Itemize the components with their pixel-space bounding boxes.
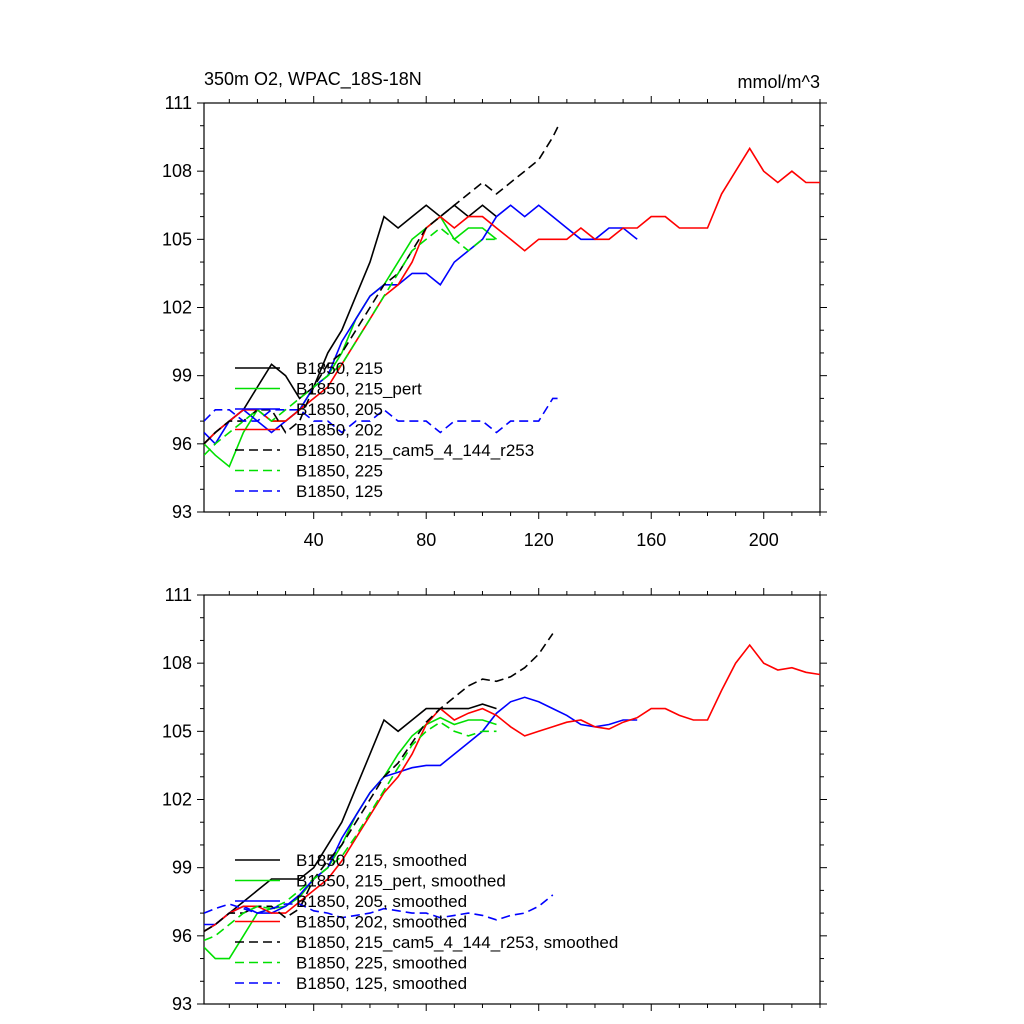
legend-label: B1850, 215_cam5_4_144_r253, smoothed xyxy=(296,933,618,952)
legend-label: B1850, 205 xyxy=(296,400,383,419)
legend-label: B1850, 225, smoothed xyxy=(296,954,467,973)
y-tick-label: 108 xyxy=(162,653,192,673)
y-tick-label: 99 xyxy=(172,366,192,386)
y-tick-label: 102 xyxy=(162,790,192,810)
y-tick-label: 96 xyxy=(172,434,192,454)
legend-label: B1850, 215_pert xyxy=(296,380,422,399)
x-tick-label: 200 xyxy=(749,530,779,550)
x-tick-label: 80 xyxy=(416,530,436,550)
bottom-panel: 93 96 99 102 105 108 111 B1850, 215, smoothed B1… xyxy=(162,585,827,1014)
legend-label: B1850, 202 xyxy=(296,421,383,440)
legend-label: B1850, 215_cam5_4_144_r253 xyxy=(296,441,534,460)
series-line-5 xyxy=(204,226,497,456)
y-tick-label: 93 xyxy=(172,994,192,1014)
y-tick-label: 99 xyxy=(172,858,192,878)
legend-label: B1850, 125 xyxy=(296,482,383,501)
series-line-1 xyxy=(204,215,498,468)
x-tick-label: 160 xyxy=(636,530,666,550)
x-tick-label: 120 xyxy=(524,530,554,550)
x-tick-label: 40 xyxy=(304,530,324,550)
series-line-3 xyxy=(204,643,820,932)
legend-label: B1850, 225 xyxy=(296,462,383,481)
series-line-6 xyxy=(204,894,554,921)
top-panel: 93 96 99 102 105 108 111 40 80 120 160 200 B1850, 21… xyxy=(162,93,827,550)
series-line-5 xyxy=(204,721,497,942)
y-tick-label: 102 xyxy=(162,298,192,318)
series-line-4 xyxy=(204,633,554,932)
legend-label: B1850, 202, smoothed xyxy=(296,913,467,932)
series-line-1 xyxy=(204,716,497,960)
legend-label: B1850, 205, smoothed xyxy=(296,892,467,911)
legend-label: B1850, 215_pert, smoothed xyxy=(296,872,506,891)
series-line-2 xyxy=(204,204,638,446)
legend-label: B1850, 215 xyxy=(296,359,383,378)
series-line-3 xyxy=(204,146,820,445)
series-line-0 xyxy=(204,703,497,932)
y-tick-label: 93 xyxy=(172,502,192,522)
y-tick-label: 108 xyxy=(162,161,192,181)
legend-label: B1850, 125, smoothed xyxy=(296,974,467,993)
chart-title: 350m O2, WPAC_18S-18N xyxy=(204,69,422,90)
y-tick-label: 105 xyxy=(162,229,192,249)
y-tick-label: 111 xyxy=(165,93,192,113)
y-tick-label: 96 xyxy=(172,926,192,946)
y-tick-label: 105 xyxy=(162,721,192,741)
series-line-2 xyxy=(204,696,638,926)
units-label: mmol/m^3 xyxy=(738,72,820,92)
y-tick-label: 111 xyxy=(165,585,192,605)
legend-label: B1850, 215, smoothed xyxy=(296,851,467,870)
